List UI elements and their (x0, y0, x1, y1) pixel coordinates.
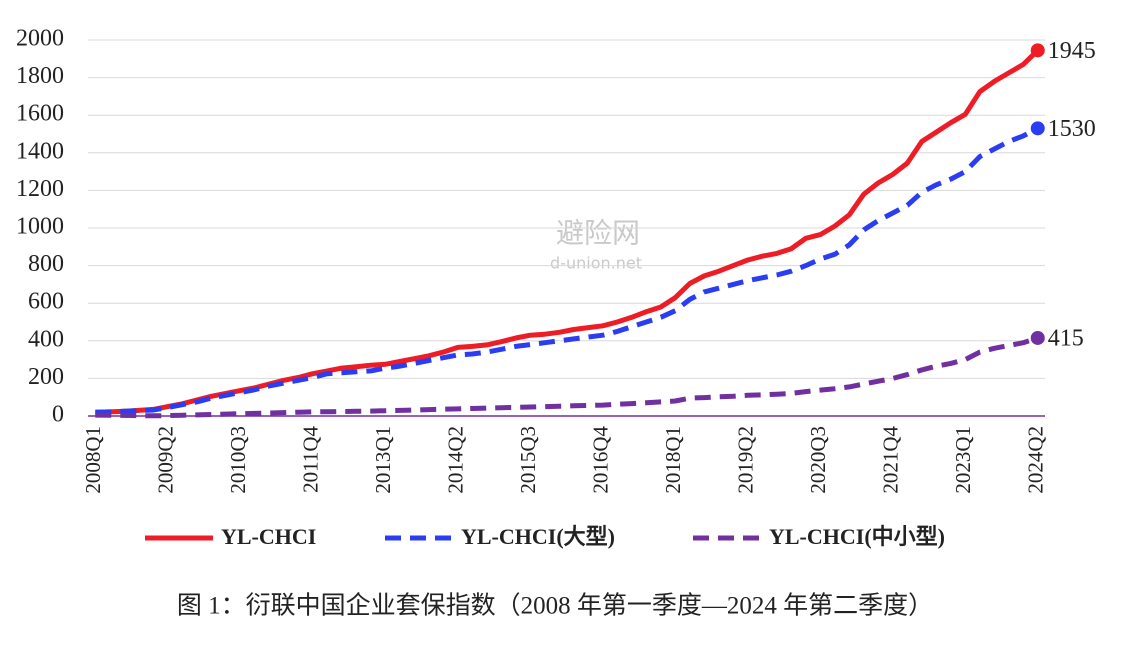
end-marker (1030, 43, 1045, 58)
x-tick-label: 2008Q1 (81, 426, 105, 494)
watermark: 避险网 (556, 217, 640, 249)
x-tick-label: 2020Q3 (806, 426, 830, 494)
end-label: 1945 (1048, 38, 1096, 64)
x-tick-label: 2014Q2 (444, 426, 468, 494)
legend-label: YL-CHCI (221, 524, 316, 549)
legend-label: YL-CHCI(大型) (461, 524, 615, 549)
x-tick-label: 2015Q3 (516, 426, 540, 494)
y-tick-label: 2000 (16, 26, 64, 52)
y-tick-label: 1600 (16, 101, 64, 127)
x-tick-label: 2021Q4 (879, 426, 903, 494)
y-tick-label: 0 (52, 402, 64, 428)
x-tick-label: 2023Q1 (951, 426, 975, 494)
legend-label: YL-CHCI(中小型) (769, 524, 945, 549)
x-tick-label: 2013Q1 (371, 426, 395, 494)
x-tick-label: 2019Q2 (734, 426, 758, 494)
y-tick-label: 1200 (16, 176, 64, 202)
x-tick-label: 2016Q4 (589, 426, 613, 494)
y-tick-label: 400 (28, 326, 64, 352)
end-label: 415 (1048, 325, 1084, 351)
y-tick-label: 200 (28, 364, 64, 390)
x-tick-label: 2018Q1 (661, 426, 685, 494)
y-tick-label: 1400 (16, 138, 64, 164)
watermark: d-union.net (550, 254, 642, 273)
end-marker (1030, 330, 1045, 345)
x-tick-label: 2024Q2 (1024, 426, 1048, 494)
caption: 图 1：衍联中国企业套保指数（2008 年第一季度—2024 年第二季度） (177, 592, 933, 620)
y-tick-label: 600 (28, 289, 64, 315)
y-tick-label: 1800 (16, 63, 64, 89)
y-tick-label: 1000 (16, 214, 64, 240)
x-tick-label: 2011Q4 (299, 426, 323, 493)
end-marker (1030, 121, 1045, 136)
end-label: 1530 (1048, 116, 1096, 142)
series-line (95, 126, 1039, 415)
x-tick-label: 2009Q2 (154, 426, 178, 494)
y-tick-label: 800 (28, 251, 64, 277)
x-tick-label: 2010Q3 (226, 426, 250, 494)
series-line (95, 335, 1039, 419)
